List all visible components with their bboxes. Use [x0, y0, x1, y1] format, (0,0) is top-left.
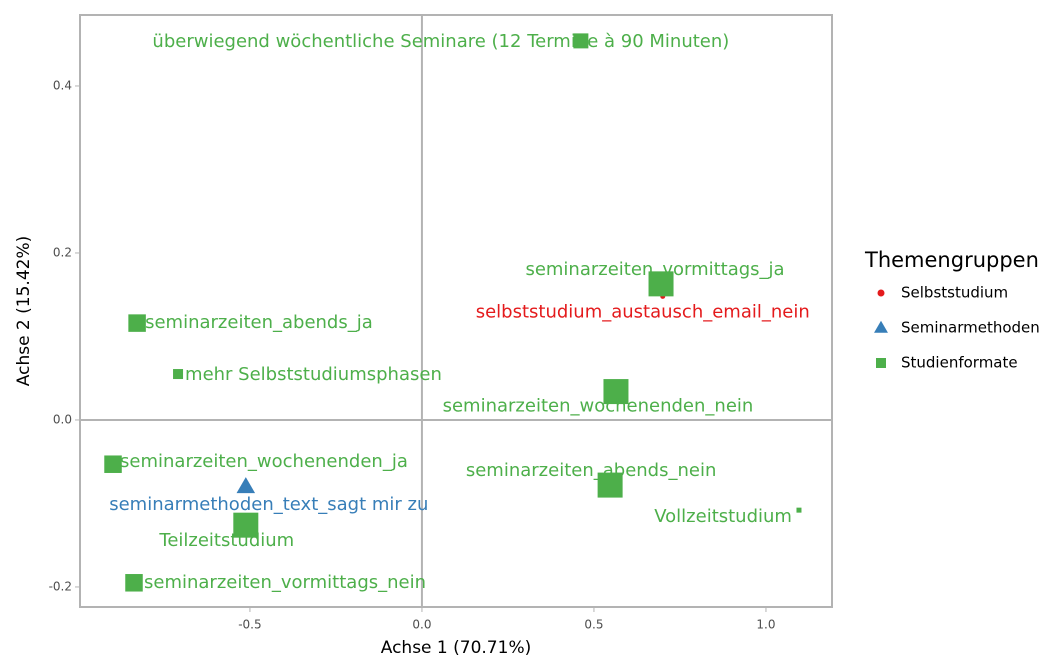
- point-label: seminarzeiten_wochenenden_ja: [120, 451, 408, 472]
- point-label: seminarzeiten_vormittags_nein: [144, 572, 426, 593]
- y-tick-label: 0.4: [53, 78, 72, 92]
- point: [125, 574, 143, 592]
- point: [603, 379, 629, 405]
- y-axis-label: Achse 2 (15.42%): [14, 236, 34, 386]
- legend-label: Selbststudium: [901, 284, 1008, 302]
- point-label: überwiegend wöchentliche Seminare (12 Te…: [152, 31, 729, 52]
- point: [597, 472, 623, 498]
- y-tick-label: 0.2: [53, 245, 72, 259]
- legend-title: Themengruppen: [864, 248, 1039, 272]
- x-tick-label: -0.5: [238, 618, 261, 632]
- legend-symbol: [874, 320, 888, 333]
- point-label: seminarmethoden_text_sagt mir zu: [109, 494, 428, 515]
- legend-label: Seminarmethoden: [901, 319, 1040, 337]
- point: [104, 455, 122, 473]
- point-label: seminarzeiten_abends_nein: [466, 460, 717, 481]
- x-axis-label: Achse 1 (70.71%): [381, 638, 531, 657]
- point-label: seminarzeiten_abends_ja: [145, 312, 373, 333]
- point-label: Vollzeitstudium: [654, 506, 792, 527]
- point: [648, 271, 674, 297]
- legend-symbol: [876, 358, 886, 368]
- point-label: selbststudium_austausch_email_nein: [476, 301, 810, 322]
- y-tick-label: 0.0: [53, 412, 72, 426]
- point-label: seminarzeiten_wochenenden_nein: [443, 396, 754, 417]
- y-tick-label: -0.2: [49, 579, 72, 593]
- point: [233, 512, 259, 538]
- legend-label: Studienformate: [901, 354, 1018, 372]
- point: [173, 369, 184, 380]
- point: [573, 33, 589, 49]
- point-label: mehr Selbststudiumsphasen: [185, 364, 442, 385]
- panel-border: [79, 14, 833, 608]
- point-label: seminarzeiten_vormittags_ja: [525, 259, 784, 280]
- point: [796, 507, 802, 513]
- legend-symbol: [877, 289, 885, 297]
- point-label: Teilzeitstudium: [158, 530, 294, 551]
- x-tick-label: 0.5: [584, 618, 603, 632]
- x-tick-label: 0.0: [412, 618, 431, 632]
- point: [128, 314, 146, 332]
- x-tick-label: 1.0: [756, 618, 775, 632]
- point: [236, 477, 256, 494]
